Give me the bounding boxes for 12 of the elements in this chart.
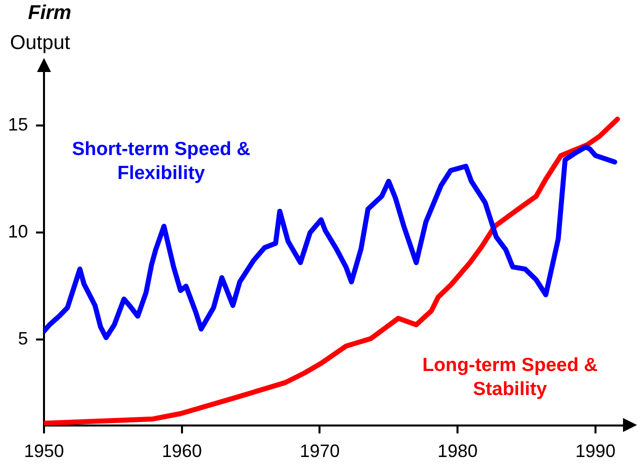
series-label: Long-term Speed & Stability — [421, 354, 599, 402]
y-tick-label: 10 — [8, 222, 28, 242]
text: Short-term Speed & Flexibility — [70, 138, 252, 186]
x-tick-label: 1980 — [438, 441, 478, 462]
chart-title: Firm — [28, 2, 72, 25]
x-tick-label: 1990 — [575, 441, 616, 462]
y-axis-title: Output — [10, 32, 70, 55]
y-tick-label: 15 — [8, 114, 28, 135]
x-tick-label: 1960 — [162, 441, 202, 462]
x-tick-label: 1950 — [24, 441, 64, 462]
y-tick-label: 5 — [18, 328, 28, 349]
x-tick-label: 1970 — [300, 441, 340, 462]
